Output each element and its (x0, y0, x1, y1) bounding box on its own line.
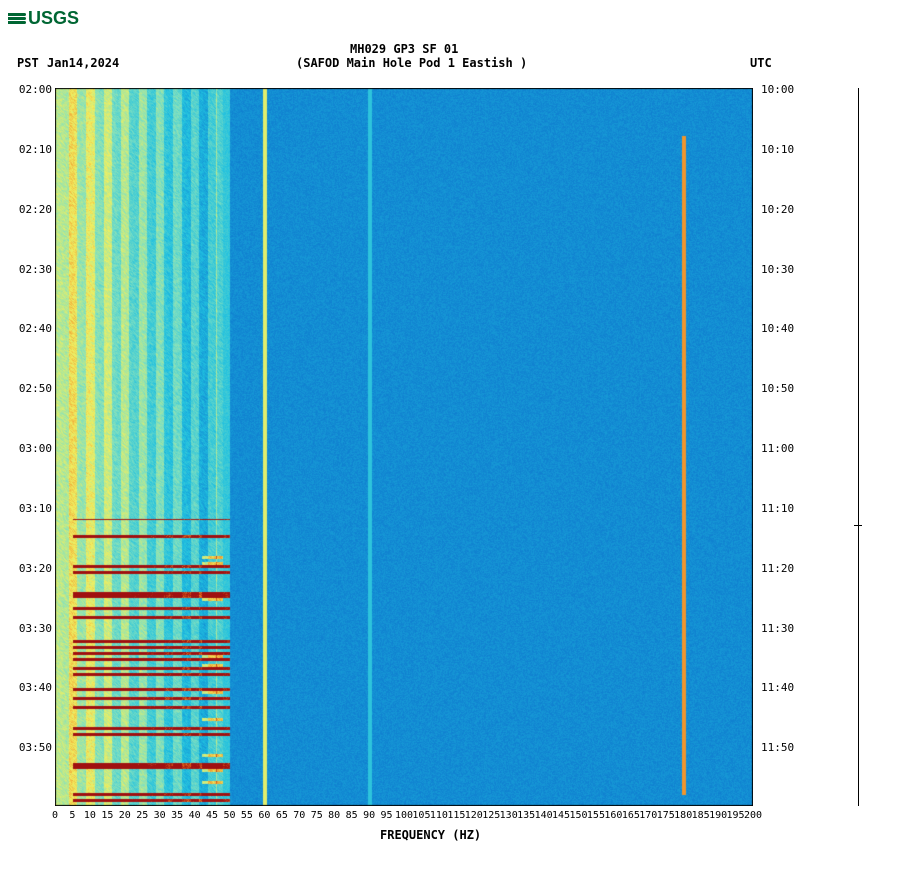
y-tick-left: 03:10 (2, 502, 52, 515)
x-tick: 90 (363, 810, 375, 821)
y-tick-left: 03:40 (2, 681, 52, 694)
x-tick: 15 (101, 810, 113, 821)
y-tick-right: 11:00 (761, 442, 794, 455)
y-tick-left: 02:40 (2, 322, 52, 335)
x-tick: 150 (569, 810, 587, 821)
y-tick-left: 02:30 (2, 263, 52, 276)
x-tick: 20 (119, 810, 131, 821)
x-tick: 110 (430, 810, 448, 821)
color-scale-tick (854, 525, 862, 526)
y-tick-left: 03:50 (2, 741, 52, 754)
logo-waves-icon (8, 13, 26, 24)
y-tick-right: 11:50 (761, 741, 794, 754)
x-tick: 25 (136, 810, 148, 821)
spectrogram-chart (55, 88, 753, 806)
y-tick-right: 10:40 (761, 322, 794, 335)
spectrogram-canvas (55, 88, 753, 806)
x-tick: 45 (206, 810, 218, 821)
y-tick-left: 03:30 (2, 622, 52, 635)
x-tick: 35 (171, 810, 183, 821)
x-tick: 50 (223, 810, 235, 821)
x-tick: 85 (346, 810, 358, 821)
y-tick-left: 03:20 (2, 562, 52, 575)
left-timezone: PST (17, 56, 39, 70)
chart-title-2: (SAFOD Main Hole Pod 1 Eastish ) (296, 56, 527, 70)
y-tick-right: 11:10 (761, 502, 794, 515)
x-tick: 60 (258, 810, 270, 821)
x-tick: 100 (395, 810, 413, 821)
x-tick: 55 (241, 810, 253, 821)
usgs-logo: USGS (8, 8, 79, 29)
x-axis-title: FREQUENCY (HZ) (380, 828, 481, 842)
logo-text: USGS (28, 8, 79, 29)
chart-title-1: MH029 GP3 SF 01 (350, 42, 458, 56)
y-tick-right: 10:20 (761, 203, 794, 216)
x-tick: 95 (381, 810, 393, 821)
y-tick-left: 03:00 (2, 442, 52, 455)
x-tick: 75 (311, 810, 323, 821)
x-tick: 130 (500, 810, 518, 821)
x-tick: 185 (692, 810, 710, 821)
x-tick: 105 (412, 810, 430, 821)
x-tick: 155 (587, 810, 605, 821)
x-tick: 120 (465, 810, 483, 821)
x-tick: 160 (604, 810, 622, 821)
y-tick-left: 02:20 (2, 203, 52, 216)
y-tick-right: 10:00 (761, 83, 794, 96)
x-tick: 80 (328, 810, 340, 821)
x-tick: 200 (744, 810, 762, 821)
x-tick: 170 (639, 810, 657, 821)
x-tick: 140 (535, 810, 553, 821)
right-timezone: UTC (750, 56, 772, 70)
x-tick: 70 (293, 810, 305, 821)
y-tick-right: 10:10 (761, 143, 794, 156)
x-tick: 65 (276, 810, 288, 821)
y-tick-right: 10:30 (761, 263, 794, 276)
y-tick-left: 02:00 (2, 83, 52, 96)
x-tick: 195 (727, 810, 745, 821)
y-tick-right: 10:50 (761, 382, 794, 395)
y-tick-left: 02:10 (2, 143, 52, 156)
x-tick: 10 (84, 810, 96, 821)
y-tick-left: 02:50 (2, 382, 52, 395)
y-tick-right: 11:30 (761, 622, 794, 635)
x-tick: 5 (69, 810, 75, 821)
x-tick: 175 (657, 810, 675, 821)
date-label: Jan14,2024 (47, 56, 119, 70)
x-tick: 0 (52, 810, 58, 821)
y-tick-right: 11:20 (761, 562, 794, 575)
x-tick: 145 (552, 810, 570, 821)
x-tick: 165 (622, 810, 640, 821)
y-tick-right: 11:40 (761, 681, 794, 694)
x-tick: 125 (482, 810, 500, 821)
x-tick: 30 (154, 810, 166, 821)
x-tick: 135 (517, 810, 535, 821)
spectrogram-container: USGS MH029 GP3 SF 01 (SAFOD Main Hole Po… (0, 0, 902, 892)
x-tick: 115 (447, 810, 465, 821)
color-scale-bar (858, 88, 859, 806)
x-tick: 40 (189, 810, 201, 821)
x-tick: 190 (709, 810, 727, 821)
x-tick: 180 (674, 810, 692, 821)
